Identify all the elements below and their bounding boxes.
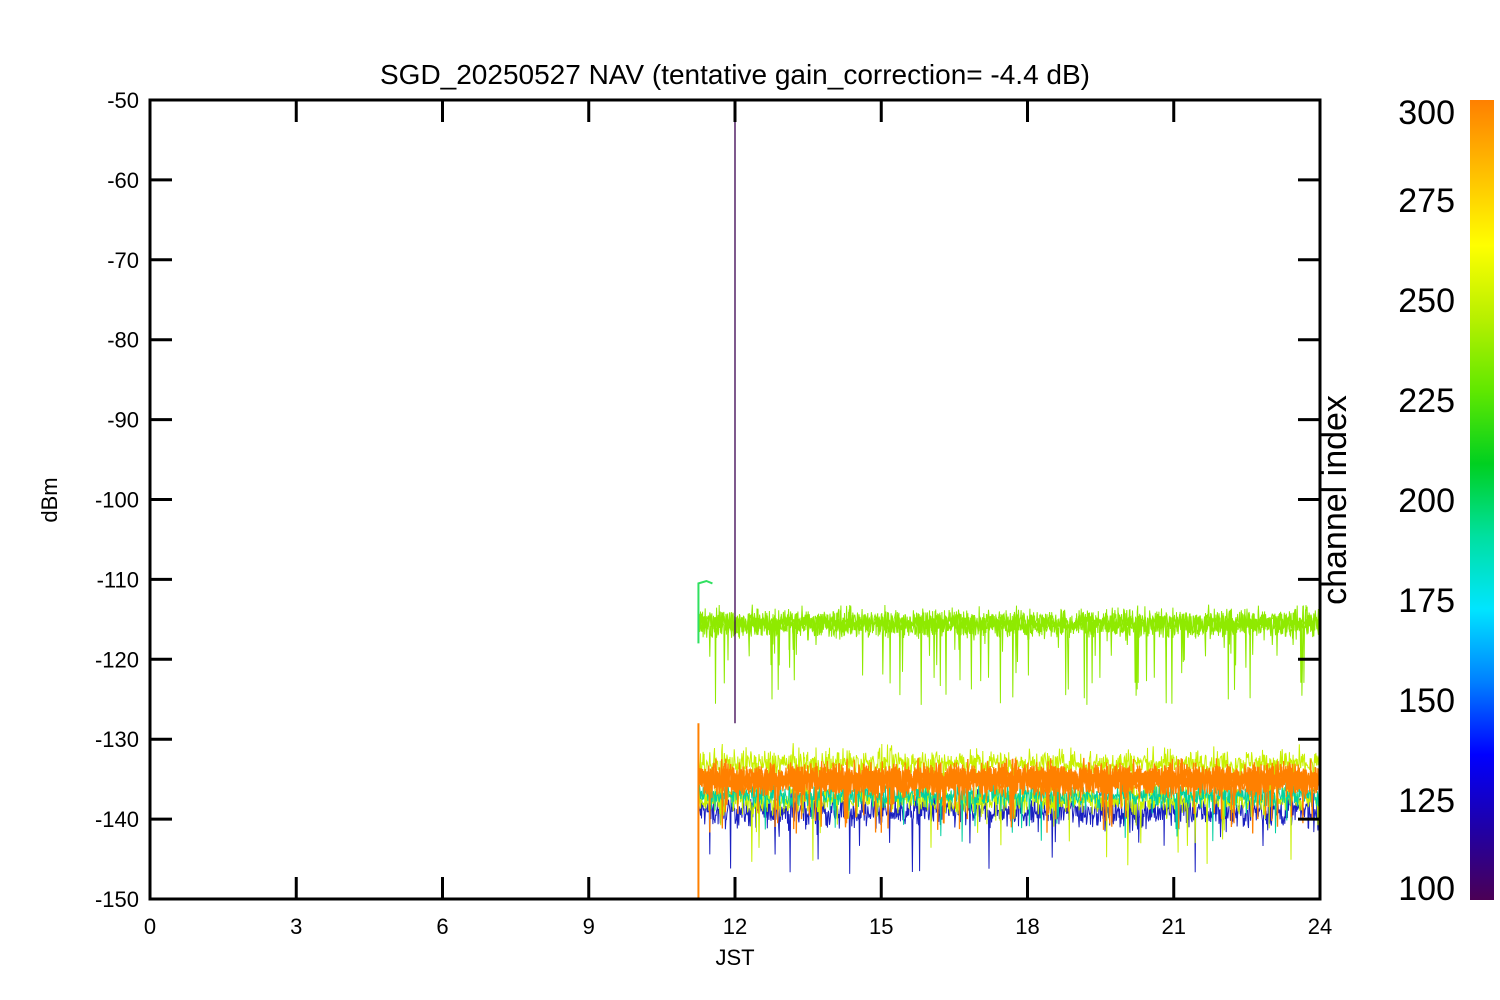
x-tick-label-2: 6 xyxy=(436,914,448,939)
x-tick-label-7: 21 xyxy=(1162,914,1186,939)
colorbar: 300 275 250 225 200 175 150 125 100 channel inde… xyxy=(1316,94,1494,908)
colorbar-tick-label-8: 100 xyxy=(1398,870,1455,908)
y-axis-title: dBm xyxy=(37,477,62,522)
colorbar-ticks: 300 275 250 225 200 175 150 125 100 xyxy=(1398,94,1455,908)
data-layer xyxy=(697,101,1319,898)
series-upper-start-peak xyxy=(697,579,713,644)
x-tick-label-6: 18 xyxy=(1015,914,1039,939)
y-tick-label-8: -130 xyxy=(95,727,139,752)
colorbar-title: channel index xyxy=(1316,395,1354,605)
colorbar-tick-label-5: 175 xyxy=(1398,582,1455,620)
colorbar-tick-label-1: 275 xyxy=(1398,182,1455,220)
x-tick-label-8: 24 xyxy=(1308,914,1332,939)
chart-title: SGD_20250527 NAV (tentative gain_correct… xyxy=(380,59,1090,90)
y-tick-label-10: -150 xyxy=(95,887,139,912)
x-tick-label-5: 15 xyxy=(869,914,893,939)
y-tick-label-6: -110 xyxy=(97,567,139,592)
x-axis: 0 3 6 9 12 15 18 21 24 xyxy=(144,100,1332,939)
y-tick-label-4: -90 xyxy=(107,408,139,433)
y-axis: -50 -60 -70 -80 -90 -100 -110 -120 -130 -140 -150 xyxy=(95,88,1320,912)
y-tick-label-1: -60 xyxy=(107,168,139,193)
colorbar-tick-label-0: 300 xyxy=(1398,94,1455,132)
y-tick-label-0: -50 xyxy=(107,88,139,113)
colorbar-tick-label-7: 125 xyxy=(1398,782,1455,820)
y-tick-label-3: -80 xyxy=(107,328,139,353)
y-tick-label-2: -70 xyxy=(107,248,139,273)
x-tick-label-4: 12 xyxy=(723,914,747,939)
series-upper-2 xyxy=(697,604,1319,705)
colorbar-tick-label-3: 225 xyxy=(1398,382,1455,420)
x-tick-label-0: 0 xyxy=(144,914,156,939)
colorbar-gradient xyxy=(1470,100,1494,900)
x-tick-label-3: 9 xyxy=(583,914,595,939)
series-lower-main-3 xyxy=(697,757,1319,833)
y-tick-label-9: -140 xyxy=(95,807,139,832)
colorbar-tick-label-6: 150 xyxy=(1398,682,1455,720)
x-axis-title: JST xyxy=(715,945,754,970)
colorbar-tick-label-4: 200 xyxy=(1398,482,1455,520)
y-tick-label-7: -120 xyxy=(95,647,139,672)
y-tick-label-5: -100 xyxy=(95,488,139,513)
x-tick-label-1: 3 xyxy=(290,914,302,939)
colorbar-tick-label-2: 250 xyxy=(1398,282,1455,320)
